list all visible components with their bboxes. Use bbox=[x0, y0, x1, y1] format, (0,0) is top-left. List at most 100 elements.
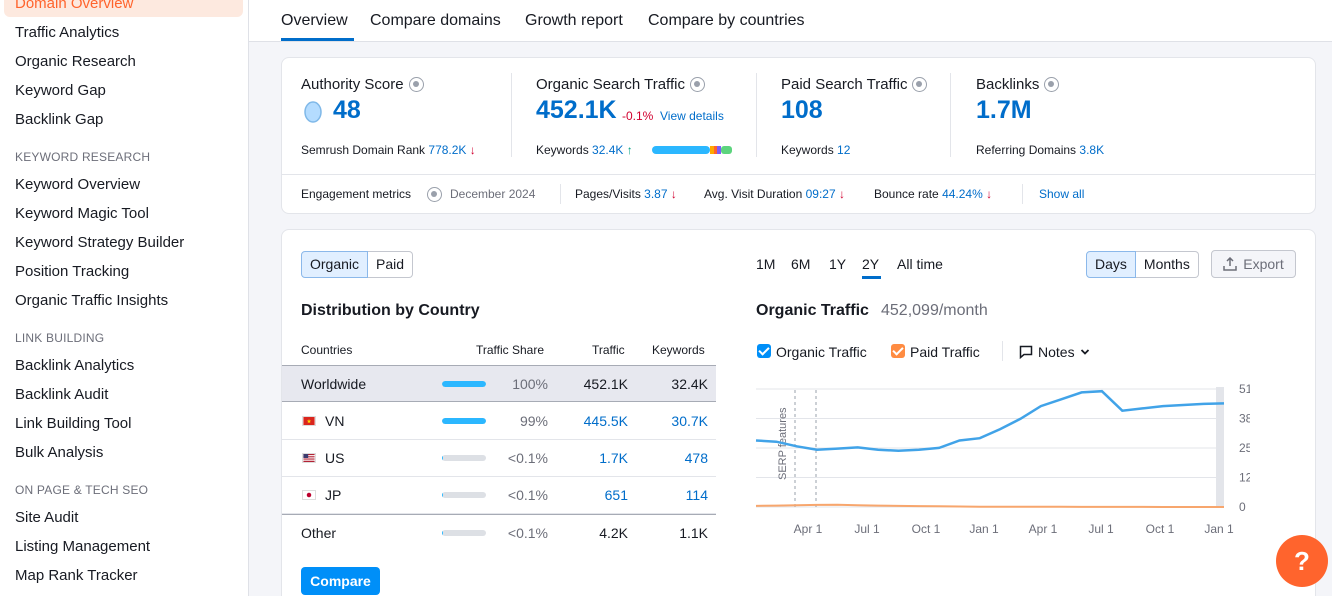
help-button[interactable]: ? bbox=[1276, 535, 1328, 587]
col-keywords[interactable]: Keywords bbox=[652, 343, 705, 357]
show-all-link[interactable]: Show all bbox=[1039, 187, 1085, 201]
us-flag-icon bbox=[302, 453, 316, 463]
share-bar bbox=[442, 492, 486, 498]
country-name: Other bbox=[301, 525, 337, 541]
country-row-worldwide[interactable]: Worldwide 100% 452.1K 32.4K bbox=[282, 365, 716, 402]
days-button[interactable]: Days bbox=[1086, 251, 1136, 278]
period-all-time[interactable]: All time bbox=[897, 256, 943, 272]
keywords-value[interactable]: 478 bbox=[684, 450, 708, 466]
traffic-value[interactable]: 1.7K bbox=[599, 450, 628, 466]
info-icon[interactable] bbox=[689, 77, 705, 92]
paid-traffic-line bbox=[755, 503, 1224, 508]
organic-legend-label[interactable]: Organic Traffic bbox=[776, 344, 867, 360]
sidebar-item-backlink-analytics[interactable]: Backlink Analytics bbox=[15, 357, 135, 374]
organic-toggle-button[interactable]: Organic bbox=[301, 251, 369, 278]
period-1m[interactable]: 1M bbox=[756, 256, 776, 272]
info-icon[interactable] bbox=[912, 77, 928, 92]
sidebar-item-backlink-audit[interactable]: Backlink Audit bbox=[15, 386, 109, 403]
country-name: US bbox=[325, 450, 345, 466]
period-2y[interactable]: 2Y bbox=[862, 256, 880, 272]
report-tabs: Overview Compare domains Growth report C… bbox=[249, 0, 1332, 42]
y-tick-label: 386.1K bbox=[1239, 412, 1250, 426]
referring-domains: Referring Domains 3.8K bbox=[976, 143, 1105, 157]
share-bar-fill bbox=[442, 418, 486, 424]
share-bar-fill bbox=[442, 492, 443, 498]
export-icon bbox=[1223, 257, 1238, 271]
sidebar: Domain Overview Traffic Analytics Organi… bbox=[0, 0, 249, 596]
japan-flag-icon bbox=[302, 490, 316, 500]
divider bbox=[282, 174, 1315, 175]
country-row-jp[interactable]: JP <0.1% 651 114 bbox=[282, 477, 716, 514]
months-button[interactable]: Months bbox=[1135, 251, 1199, 278]
paid-legend-label[interactable]: Paid Traffic bbox=[910, 344, 980, 360]
sidebar-item-keyword-overview[interactable]: Keyword Overview bbox=[15, 176, 141, 193]
sidebar-item-map-rank-tracker[interactable]: Map Rank Tracker bbox=[15, 567, 138, 584]
x-tick-label: Jul 1 bbox=[854, 522, 880, 536]
chart-range-handle[interactable] bbox=[1216, 387, 1224, 507]
notes-dropdown[interactable]: Notes bbox=[1019, 344, 1090, 360]
view-details-link[interactable]: View details bbox=[660, 109, 724, 123]
export-button[interactable]: Export bbox=[1211, 250, 1296, 278]
compare-button[interactable]: Compare bbox=[301, 567, 380, 595]
sidebar-item-keyword-gap[interactable]: Keyword Gap bbox=[15, 82, 106, 99]
keywords-value[interactable]: 114 bbox=[685, 487, 708, 503]
sidebar-item-bulk-analysis[interactable]: Bulk Analysis bbox=[15, 444, 104, 461]
x-tick-label: Apr 1 bbox=[1029, 522, 1058, 536]
sidebar-item-keyword-magic-tool[interactable]: Keyword Magic Tool bbox=[15, 205, 149, 222]
period-6m[interactable]: 6M bbox=[791, 256, 811, 272]
traffic-value[interactable]: 445.5K bbox=[583, 413, 628, 429]
arrow-up-icon: ↑ bbox=[626, 143, 633, 157]
period-1y[interactable]: 1Y bbox=[829, 256, 847, 272]
traffic-value[interactable]: 651 bbox=[604, 487, 628, 503]
vietnam-flag-icon bbox=[302, 416, 316, 426]
paid-traffic-checkbox[interactable] bbox=[891, 344, 905, 358]
tab-compare-by-countries[interactable]: Compare by countries bbox=[648, 12, 805, 29]
authority-score-value[interactable]: 48 bbox=[333, 96, 361, 124]
organic-keywords: Keywords 32.4K ↑ bbox=[536, 143, 633, 157]
sidebar-item-domain-overview[interactable]: Domain Overview bbox=[4, 0, 243, 17]
tab-growth-report[interactable]: Growth report bbox=[525, 12, 623, 29]
country-row-us[interactable]: US <0.1% 1.7K 478 bbox=[282, 440, 716, 477]
sidebar-item-backlink-gap[interactable]: Backlink Gap bbox=[15, 111, 104, 128]
country-row-vn[interactable]: VN 99% 445.5K 30.7K bbox=[282, 403, 716, 440]
sidebar-item-organic-traffic-insights[interactable]: Organic Traffic Insights bbox=[15, 292, 169, 309]
traffic-chart-subtitle: 452,099/month bbox=[881, 302, 988, 319]
x-tick-label: Jan 1 bbox=[969, 522, 999, 536]
keyword-distribution-bar bbox=[652, 146, 732, 154]
col-traffic-share[interactable]: Traffic Share bbox=[476, 343, 545, 357]
x-tick-label: Apr 1 bbox=[794, 522, 823, 536]
engagement-label: Engagement metrics bbox=[301, 187, 412, 201]
organic-traffic-checkbox[interactable] bbox=[757, 344, 771, 358]
x-tick-label: Jul 1 bbox=[1088, 522, 1114, 536]
sidebar-heading-on-page: ON PAGE & TECH SEO bbox=[15, 483, 149, 497]
backlinks-value[interactable]: 1.7M bbox=[976, 96, 1032, 124]
sidebar-item-site-audit[interactable]: Site Audit bbox=[15, 509, 79, 526]
sidebar-item-listing-management[interactable]: Listing Management bbox=[15, 538, 151, 555]
col-traffic[interactable]: Traffic bbox=[592, 343, 625, 357]
traffic-share: 99% bbox=[519, 413, 548, 429]
keywords-value[interactable]: 30.7K bbox=[671, 413, 708, 429]
organic-traffic-chart[interactable]: Apr 1 Jul 1 Oct 1 Jan 1 Apr 1 Jul 1 Oct 1 Jan 1… bbox=[750, 375, 1250, 540]
traffic-value: 452.1K bbox=[583, 376, 628, 392]
sidebar-item-keyword-strategy-builder[interactable]: Keyword Strategy Builder bbox=[15, 234, 185, 251]
paid-toggle-button[interactable]: Paid bbox=[368, 251, 414, 278]
col-countries: Countries bbox=[301, 343, 353, 357]
traffic-share: <0.1% bbox=[507, 450, 548, 466]
tab-overview[interactable]: Overview bbox=[281, 12, 348, 29]
sidebar-item-organic-research[interactable]: Organic Research bbox=[15, 53, 136, 70]
tab-compare-domains[interactable]: Compare domains bbox=[370, 12, 501, 29]
sidebar-item-traffic-analytics[interactable]: Traffic Analytics bbox=[15, 24, 120, 41]
country-name: VN bbox=[325, 413, 345, 429]
country-name: JP bbox=[325, 487, 342, 503]
info-icon[interactable] bbox=[408, 77, 424, 92]
engagement-date: December 2024 bbox=[450, 187, 536, 201]
sidebar-item-position-tracking[interactable]: Position Tracking bbox=[15, 263, 130, 280]
info-icon[interactable] bbox=[1044, 77, 1060, 92]
arrow-down-icon: ↓ bbox=[670, 187, 677, 201]
sidebar-item-link-building-tool[interactable]: Link Building Tool bbox=[15, 415, 132, 432]
sidebar-heading-link-building: LINK BUILDING bbox=[15, 331, 105, 345]
paid-traffic-value[interactable]: 108 bbox=[781, 96, 823, 124]
organic-traffic-value[interactable]: 452.1K bbox=[536, 96, 617, 124]
info-icon[interactable] bbox=[427, 187, 442, 202]
paid-keywords: Keywords 12 bbox=[781, 143, 851, 157]
